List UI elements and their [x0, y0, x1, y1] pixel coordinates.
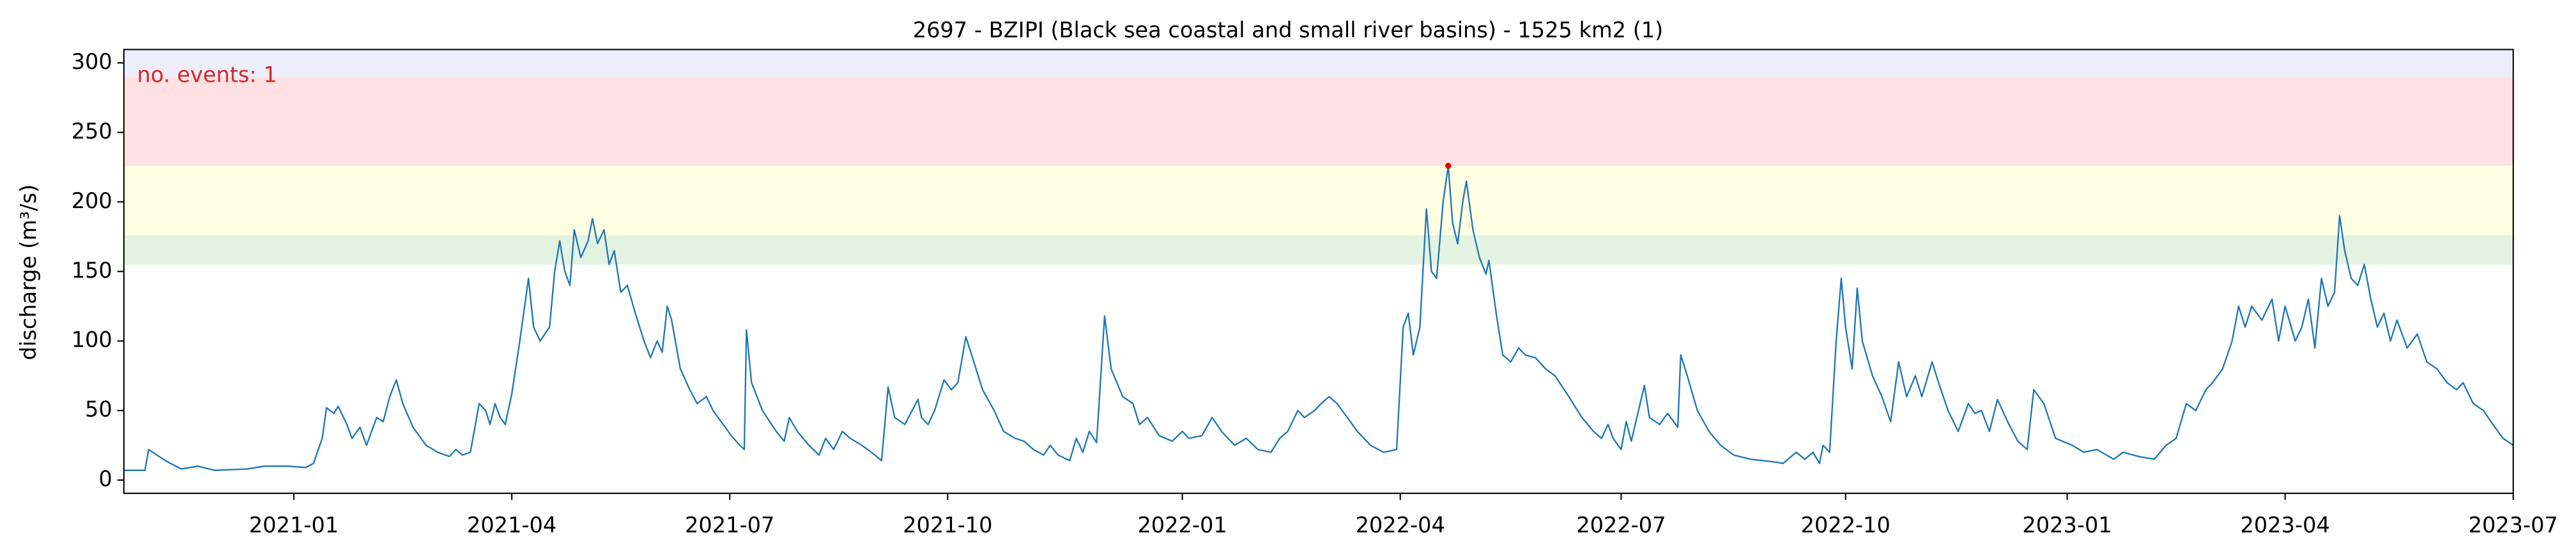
y-tick-label: 250: [72, 119, 112, 144]
threshold-band: [123, 77, 2513, 166]
y-tick-label: 100: [72, 327, 112, 352]
x-tick-label: 2022-01: [1137, 513, 1227, 537]
x-tick-label: 2021-04: [467, 513, 556, 537]
y-tick-label: 0: [98, 467, 112, 492]
x-tick-label: 2023-04: [2241, 513, 2330, 537]
x-tick-label: 2021-10: [903, 513, 992, 537]
y-axis-label: discharge (m³/s): [16, 184, 41, 360]
event-count: no. events: 1: [137, 62, 277, 87]
event-point: [1445, 163, 1452, 169]
plot-frame: [123, 49, 2514, 494]
threshold-band: [123, 235, 2513, 265]
threshold-band: [123, 49, 2513, 77]
x-tick-label: 2021-07: [685, 513, 774, 537]
x-tick-label: 2023-01: [2022, 513, 2112, 537]
x-tick-label: 2022-10: [1801, 513, 1890, 537]
y-tick-label: 200: [72, 188, 112, 213]
x-tick-label: 2022-04: [1356, 513, 1445, 537]
x-tick-label: 2022-07: [1576, 513, 1666, 537]
x-tick-label: 2021-01: [249, 513, 339, 537]
x-tick-label: 2023-07: [2469, 513, 2558, 537]
y-tick-label: 50: [85, 397, 112, 422]
y-tick-label: 300: [72, 49, 112, 74]
y-tick-label: 150: [72, 258, 112, 283]
chart-title: 2697 - BZIPI (Black sea coastal and smal…: [913, 18, 1664, 43]
threshold-band: [123, 165, 2513, 236]
discharge-line: [123, 165, 2514, 471]
